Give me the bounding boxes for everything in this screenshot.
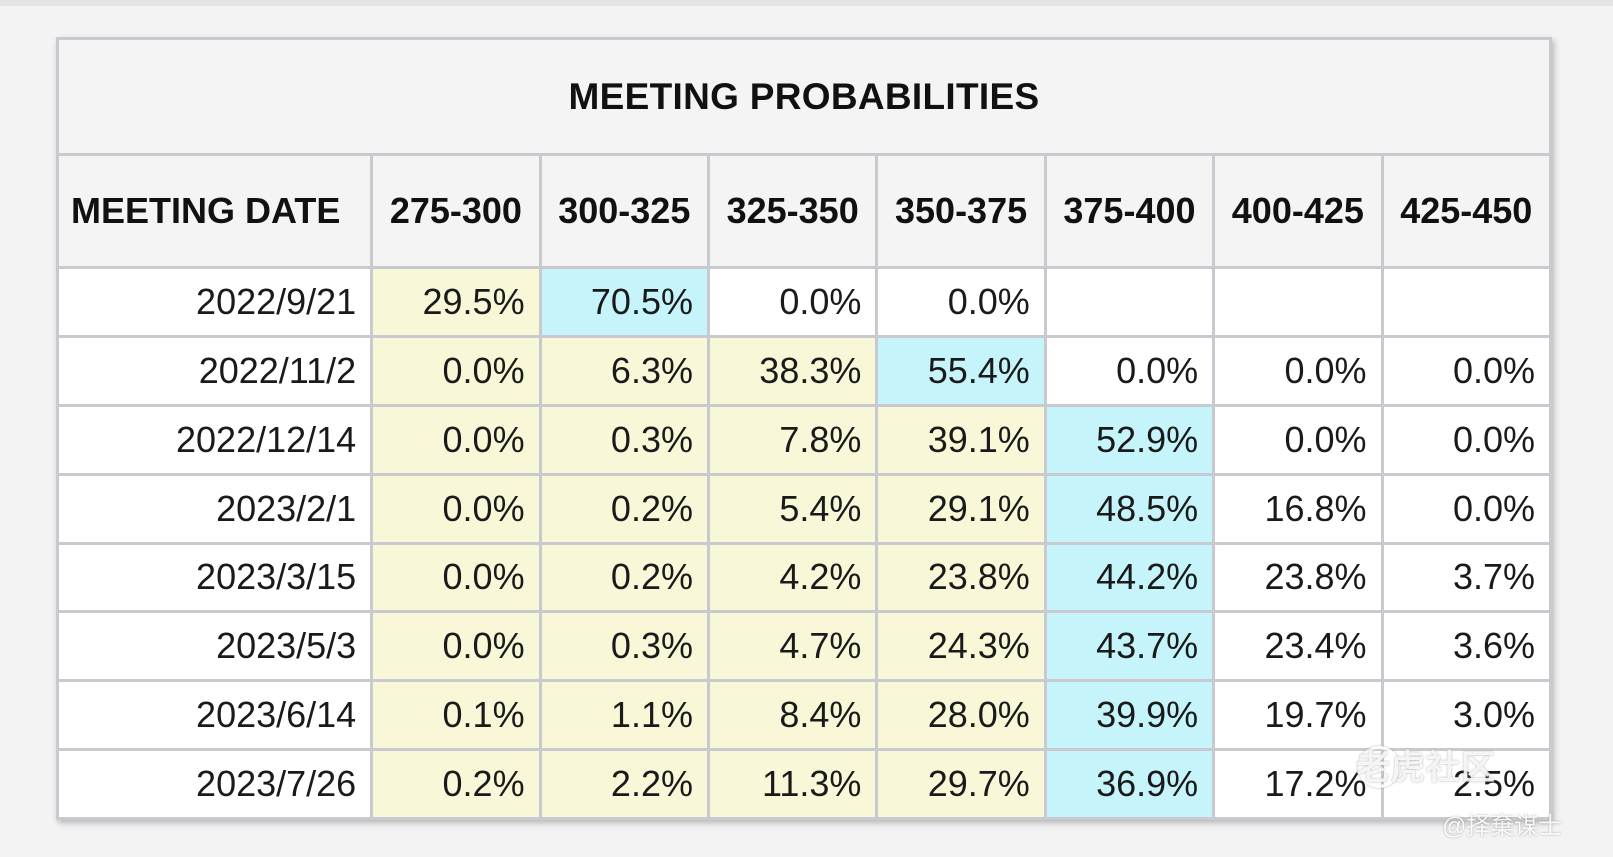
probability-cell: 52.9% xyxy=(1043,403,1216,476)
header-range-425-450: 425-450 xyxy=(1380,153,1553,269)
probability-cell: 0.0% xyxy=(1380,334,1553,407)
probability-cell: 7.8% xyxy=(706,403,879,476)
probability-cell: 48.5% xyxy=(1043,472,1216,545)
probability-cell: 0.3% xyxy=(538,610,710,683)
probability-cell: 29.1% xyxy=(875,472,1047,545)
probability-cell xyxy=(1212,266,1384,338)
probability-cell: 0.2% xyxy=(538,472,710,545)
meeting-probabilities-table: MEETING PROBABILITIES MEETING DATE 275-30… xyxy=(55,37,1553,820)
probability-cell: 0.0% xyxy=(1380,472,1553,545)
header-range-350-375: 350-375 xyxy=(875,153,1047,269)
watermark-text: 老虎社区 xyxy=(1356,749,1496,787)
probability-cell: 0.0% xyxy=(370,472,542,545)
top-divider xyxy=(0,0,1613,6)
table-row: 2022/11/2 0.0% 6.3% 38.3% 55.4% 0.0% 0.0% 0.0% xyxy=(55,334,1553,407)
probability-cell: 0.0% xyxy=(1212,403,1384,476)
meeting-date-cell: 2023/5/3 xyxy=(55,610,374,683)
probability-cell: 0.0% xyxy=(370,334,542,407)
table-row: 2022/9/21 29.5% 70.5% 0.0% 0.0% xyxy=(55,266,1553,338)
table-row: 2023/7/26 0.2% 2.2% 11.3% 29.7% 36.9% 17.2% 2.5… xyxy=(55,748,1553,820)
probability-cell: 0.0% xyxy=(706,266,879,338)
probability-cell: 3.0% xyxy=(1380,679,1553,752)
probability-cell: 16.8% xyxy=(1212,472,1384,545)
meeting-date-cell: 2023/3/15 xyxy=(55,541,374,614)
table-row: 2023/5/3 0.0% 0.3% 4.7% 24.3% 43.7% 23.4% 3.6% xyxy=(55,610,1553,683)
table-row: 2023/6/14 0.1% 1.1% 8.4% 28.0% 39.9% 19.7% 3.0% xyxy=(55,679,1553,752)
probability-cell: 0.0% xyxy=(370,610,542,683)
probability-cell: 4.2% xyxy=(706,541,879,614)
probability-cell: 0.0% xyxy=(1380,403,1553,476)
probability-cell: 3.7% xyxy=(1380,541,1553,614)
probability-cell: 23.8% xyxy=(875,541,1047,614)
probability-cell: 36.9% xyxy=(1043,748,1216,820)
table-title: MEETING PROBABILITIES xyxy=(56,37,1552,156)
probability-cell: 0.0% xyxy=(1212,334,1384,407)
probability-cell: 28.0% xyxy=(875,679,1047,752)
probability-cell: 43.7% xyxy=(1043,610,1216,683)
probability-cell xyxy=(1043,266,1216,338)
header-range-275-300: 275-300 xyxy=(370,153,542,269)
probability-table-card: MEETING PROBABILITIES MEETING DATE 275-30… xyxy=(55,37,1553,820)
table-row: 2022/12/14 0.0% 0.3% 7.8% 39.1% 52.9% 0.0% 0.0% xyxy=(55,403,1553,476)
probability-cell: 39.9% xyxy=(1043,679,1216,752)
probability-cell: 55.4% xyxy=(875,334,1047,407)
probability-cell: 0.2% xyxy=(538,541,710,614)
probability-cell: 29.7% xyxy=(875,748,1047,820)
meeting-date-cell: 2023/2/1 xyxy=(55,472,374,545)
header-range-325-350: 325-350 xyxy=(706,153,879,269)
meeting-date-cell: 2022/9/21 xyxy=(55,266,374,338)
header-meeting-date: MEETING DATE xyxy=(55,153,374,269)
probability-cell: 5.4% xyxy=(706,472,879,545)
probability-cell: 8.4% xyxy=(706,679,879,752)
probability-cell: 17.2% xyxy=(1212,748,1384,820)
probability-cell: 24.3% xyxy=(875,610,1047,683)
probability-cell: 19.7% xyxy=(1212,679,1384,752)
probability-cell: 23.4% xyxy=(1212,610,1384,683)
watermark-logo-icon xyxy=(1358,746,1400,788)
meeting-date-cell: 2022/12/14 xyxy=(55,403,374,476)
header-range-375-400: 375-400 xyxy=(1043,153,1216,269)
header-row: MEETING DATE 275-300 300-325 325-350 350-375… xyxy=(55,153,1553,269)
watermark-author: @择棄谋士 xyxy=(1442,813,1563,840)
probability-cell: 6.3% xyxy=(538,334,710,407)
table-body: 2022/9/21 29.5% 70.5% 0.0% 0.0% 2022/11/2 0.0%… xyxy=(55,266,1553,820)
probability-cell: 0.0% xyxy=(370,541,542,614)
meeting-date-cell: 2023/6/14 xyxy=(55,679,374,752)
probability-cell: 2.5% xyxy=(1380,748,1553,820)
header-range-300-325: 300-325 xyxy=(538,153,710,269)
probability-cell: 11.3% xyxy=(706,748,879,820)
table-row: 2023/2/1 0.0% 0.2% 5.4% 29.1% 48.5% 16.8% 0.0% xyxy=(55,472,1553,545)
probability-cell: 44.2% xyxy=(1043,541,1216,614)
probability-cell: 23.8% xyxy=(1212,541,1384,614)
probability-cell: 29.5% xyxy=(370,266,542,338)
probability-cell: 4.7% xyxy=(706,610,879,683)
probability-cell: 39.1% xyxy=(875,403,1047,476)
probability-cell: 1.1% xyxy=(538,679,710,752)
probability-cell: 38.3% xyxy=(706,334,879,407)
probability-cell: 0.0% xyxy=(875,266,1047,338)
probability-cell: 0.3% xyxy=(538,403,710,476)
meeting-date-cell: 2022/11/2 xyxy=(55,334,374,407)
probability-cell: 0.1% xyxy=(370,679,542,752)
probability-cell: 3.6% xyxy=(1380,610,1553,683)
probability-cell: 0.0% xyxy=(1043,334,1216,407)
probability-cell xyxy=(1380,266,1553,338)
table-row: 2023/3/15 0.0% 0.2% 4.2% 23.8% 44.2% 23.8% 3.7% xyxy=(55,541,1553,614)
probability-cell: 70.5% xyxy=(538,266,710,338)
probability-cell: 2.2% xyxy=(538,748,710,820)
probability-cell: 0.0% xyxy=(370,403,542,476)
meeting-date-cell: 2023/7/26 xyxy=(55,748,374,820)
header-range-400-425: 400-425 xyxy=(1212,153,1384,269)
probability-cell: 0.2% xyxy=(370,748,542,820)
